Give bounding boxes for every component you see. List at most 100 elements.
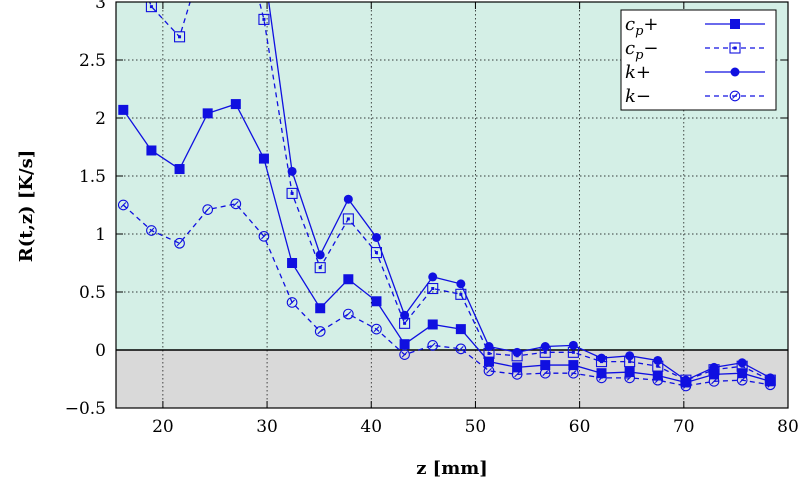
data-point: [512, 362, 523, 373]
legend-label: k−: [625, 86, 651, 107]
data-point: [371, 323, 382, 335]
legend-box: [620, 9, 777, 111]
data-point: [287, 258, 298, 268]
data-point: [455, 343, 467, 355]
data-point: [427, 319, 438, 330]
series-3: [268, 2, 775, 385]
data-point: [343, 194, 353, 204]
x-tick-label: 60: [569, 417, 591, 437]
y-tick-label: 1.5: [79, 167, 106, 187]
data-point: [315, 303, 326, 314]
data-point: [709, 362, 719, 372]
legend: cp+cp−k+k−: [620, 9, 777, 111]
data-point: [174, 31, 186, 43]
y-tick-label: 3: [95, 0, 106, 13]
data-point: [230, 99, 241, 110]
data-point: [146, 225, 157, 236]
y-tick-label: −0.5: [65, 399, 106, 419]
legend-entry: k+: [625, 62, 765, 83]
data-point: [624, 367, 635, 378]
data-point: [652, 374, 664, 386]
data-point: [371, 232, 381, 242]
data-point: [764, 379, 776, 391]
series-line: [268, 2, 771, 381]
data-point: [117, 199, 129, 211]
data-point: [174, 237, 185, 249]
data-point: [399, 339, 410, 350]
data-point: [230, 198, 242, 210]
y-axis-title: R(t,z) [K/s]: [16, 150, 37, 262]
data-point: [511, 369, 523, 380]
data-point: [512, 347, 522, 357]
data-point: [258, 230, 270, 242]
data-point: [540, 342, 550, 352]
data-point: [145, 2, 157, 13]
data-point: [568, 367, 579, 379]
data-point: [427, 340, 439, 351]
data-point: [400, 310, 410, 320]
x-tick-label: 80: [777, 417, 799, 437]
x-tick-label: 50: [465, 417, 487, 437]
legend-label: cp+: [625, 14, 659, 39]
legend-marker: [729, 42, 741, 54]
data-point: [540, 360, 551, 371]
data-point: [118, 104, 129, 115]
data-point: [286, 187, 298, 199]
legend-entry: cp+: [625, 14, 765, 39]
data-point: [624, 372, 635, 384]
negative-region: [116, 350, 788, 408]
data-point: [287, 166, 297, 176]
data-point: [371, 296, 382, 307]
data-point: [258, 13, 270, 25]
data-point: [342, 308, 354, 320]
y-tick-label: 1: [95, 225, 106, 245]
x-tick-label: 20: [152, 417, 174, 437]
data-point: [315, 250, 325, 260]
data-point: [146, 145, 157, 156]
y-tick-label: 0.5: [79, 283, 106, 303]
x-axis-title: z [mm]: [416, 458, 488, 479]
data-point: [455, 324, 466, 335]
axis-ticks: 20 30 40 50 60 70 80 −0.5 0 0.5 1 1.5 2 2.5 3: [65, 0, 799, 437]
plot-frame: [115, 1, 789, 409]
x-tick-label: 30: [256, 417, 278, 437]
data-point: [597, 353, 607, 363]
x-tick-label: 70: [673, 417, 695, 437]
data-point: [484, 342, 494, 352]
data-point: [258, 153, 269, 164]
data-point: [625, 351, 635, 361]
data-point: [202, 108, 213, 119]
series-4: [117, 198, 776, 392]
legend-label: k+: [625, 62, 651, 83]
data-point: [174, 164, 185, 175]
data-point: [736, 374, 748, 386]
data-point: [202, 204, 214, 215]
data-point: [342, 213, 354, 225]
y-tick-label: 2: [95, 109, 106, 129]
data-point: [343, 274, 354, 285]
data-point: [681, 375, 691, 385]
x-tick-label: 40: [360, 417, 382, 437]
data-point: [314, 262, 326, 274]
data-point: [427, 282, 439, 295]
data-point: [539, 367, 551, 379]
legend-marker: [730, 67, 740, 77]
data-point: [286, 297, 298, 308]
y-tick-label: 2.5: [79, 51, 106, 71]
plot-area: [117, 2, 776, 392]
legend-entry: k−: [625, 86, 765, 107]
legend-marker: [730, 19, 740, 29]
data-point: [680, 380, 692, 392]
legend-marker: [729, 90, 741, 102]
series-line: [148, 2, 771, 381]
data-point: [399, 349, 410, 360]
data-point: [314, 326, 326, 337]
data-point: [568, 340, 578, 350]
data-point: [428, 272, 438, 282]
y-tick-label: 0: [95, 341, 106, 361]
data-point: [708, 375, 720, 387]
data-point: [653, 355, 663, 365]
data-point: [483, 356, 494, 367]
data-point: [737, 368, 748, 379]
